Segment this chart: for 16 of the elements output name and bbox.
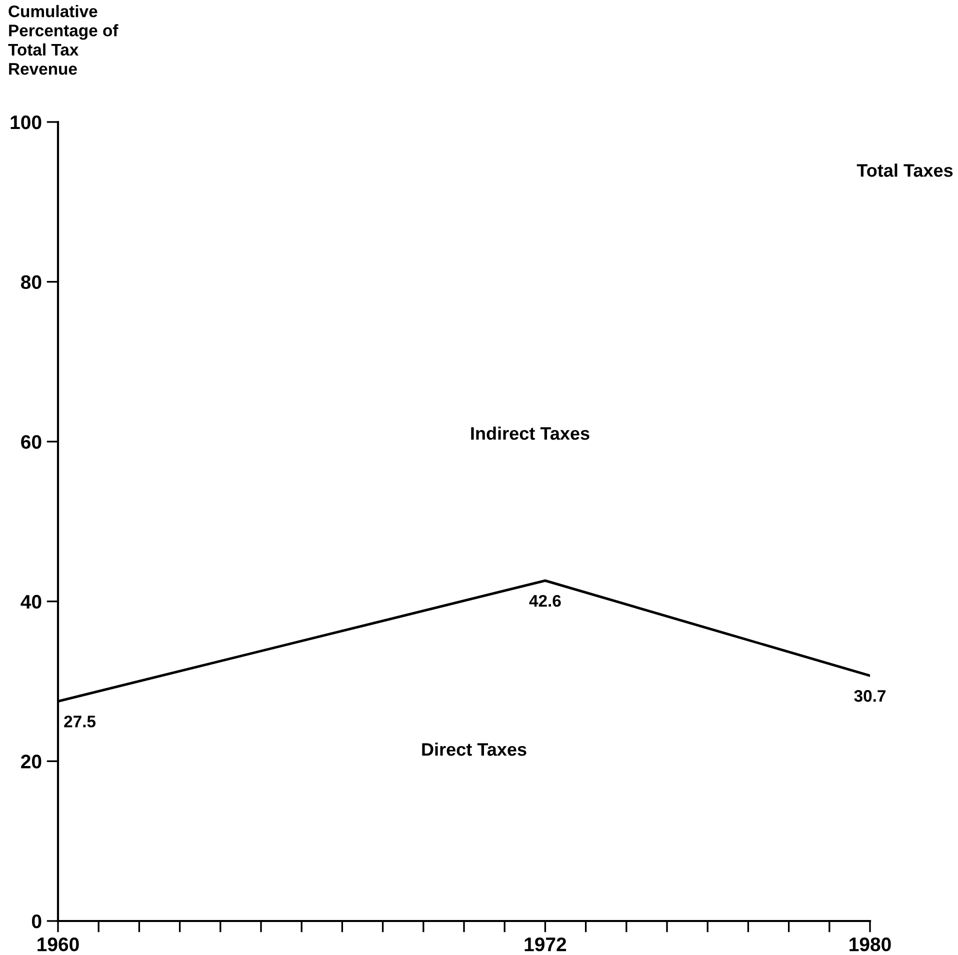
annotation: Total Taxes xyxy=(856,164,953,177)
data-label: 42.6 xyxy=(529,594,561,607)
y-axis-title: Cumulative Percentage of Total Tax Revenue xyxy=(8,5,118,75)
y-tick-label: 100 xyxy=(10,115,42,130)
x-tick-label: 1960 xyxy=(38,937,79,952)
annotation: Indirect Taxes xyxy=(471,426,590,440)
data-label: 30.7 xyxy=(854,690,886,702)
x-tick-label: 1972 xyxy=(524,937,566,952)
y-tick-label: 80 xyxy=(21,275,42,290)
y-tick-label: 0 xyxy=(32,914,42,928)
y-tick-label: 20 xyxy=(21,754,42,768)
data-label: 27.5 xyxy=(64,716,96,728)
y-tick-label: 60 xyxy=(21,435,42,449)
y-tick-label: 40 xyxy=(20,594,42,609)
annotation: Direct Taxes xyxy=(422,742,526,756)
x-tick-label: 1980 xyxy=(850,937,891,952)
